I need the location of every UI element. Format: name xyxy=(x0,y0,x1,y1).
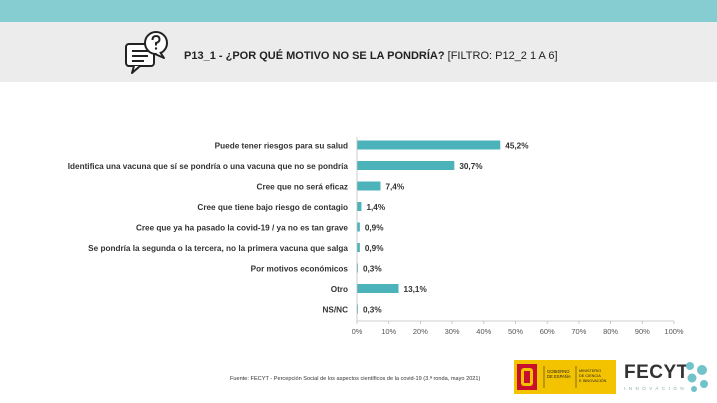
source-note: Fuente: FECYT - Percepción Social de los… xyxy=(230,376,481,382)
x-tick-label: 50% xyxy=(508,327,523,336)
bar xyxy=(357,202,362,211)
x-tick-label: 0% xyxy=(352,327,363,336)
data-label: 0,3% xyxy=(363,265,382,274)
x-tick-label: 70% xyxy=(571,327,586,336)
x-tick-label: 60% xyxy=(540,327,555,336)
x-tick-label: 40% xyxy=(476,327,491,336)
category-label: Puede tener riesgos para su salud xyxy=(215,142,348,151)
category-label: Por motivos económicos xyxy=(251,265,349,274)
question-filter: [FILTRO: P12_2 1 A 6] xyxy=(447,50,558,62)
bar xyxy=(357,222,360,232)
gov-line-5: E INNOVACIÓN xyxy=(579,378,607,383)
category-label: Cree que ya ha pasado la covid-19 / ya n… xyxy=(136,224,348,233)
category-label: Cree que no será eficaz xyxy=(257,183,348,192)
header-band xyxy=(0,22,717,82)
bar xyxy=(357,161,455,170)
bar xyxy=(357,140,501,150)
bar xyxy=(357,181,381,191)
data-label: 45,2% xyxy=(505,142,529,151)
gov-line-2: DE ESPAÑA xyxy=(547,374,571,379)
bar xyxy=(357,284,399,293)
bar xyxy=(357,243,360,252)
x-tick-label: 100% xyxy=(664,327,684,336)
x-tick-label: 80% xyxy=(603,327,618,336)
top-color-band xyxy=(0,0,717,22)
question-chat-icon xyxy=(125,31,168,74)
fecyt-logo-text: FECYT xyxy=(624,362,689,383)
gov-line-1: GOBIERNO xyxy=(547,369,570,374)
fecyt-tagline: INNOVACIÓN xyxy=(624,386,688,391)
fecyt-molecule-icon xyxy=(686,362,708,392)
gobierno-ministerio-logo: GOBIERNO DE ESPAÑA MINISTERIO DE CIENCIA… xyxy=(514,360,616,394)
x-tick-label: 90% xyxy=(635,327,650,336)
data-label: 1,4% xyxy=(366,203,385,212)
gov-line-4: DE CIENCIA xyxy=(579,374,601,378)
category-label: Cree que tiene bajo riesgo de contagio xyxy=(197,203,348,212)
question-text: ¿POR QUÉ MOTIVO NO SE LA PONDRÍA? xyxy=(225,50,445,62)
question-code: P13_1 - xyxy=(184,50,223,62)
data-label: 0,3% xyxy=(363,306,382,315)
data-label: 0,9% xyxy=(365,224,384,233)
category-label: Otro xyxy=(331,285,348,294)
data-label: 0,9% xyxy=(365,244,384,253)
gov-line-3: MINISTERIO xyxy=(579,369,601,373)
x-tick-label: 20% xyxy=(413,327,428,336)
category-label: Identifica una vacuna que sí se pondría … xyxy=(68,162,349,171)
page-title: P13_1 - ¿POR QUÉ MOTIVO NO SE LA PONDRÍA… xyxy=(184,50,558,62)
data-label: 13,1% xyxy=(404,285,428,294)
x-tick-label: 10% xyxy=(381,327,396,336)
data-label: 30,7% xyxy=(459,162,483,171)
x-tick-label: 30% xyxy=(445,327,460,336)
bar xyxy=(357,304,358,314)
bar-chart: Puede tener riesgos para su salud 45,2% Id… xyxy=(68,137,684,336)
category-label: Se pondría la segunda o la tercera, no l… xyxy=(88,244,348,253)
data-label: 7,4% xyxy=(385,183,404,192)
bar xyxy=(357,263,358,273)
category-label: NS/NC xyxy=(323,306,349,315)
